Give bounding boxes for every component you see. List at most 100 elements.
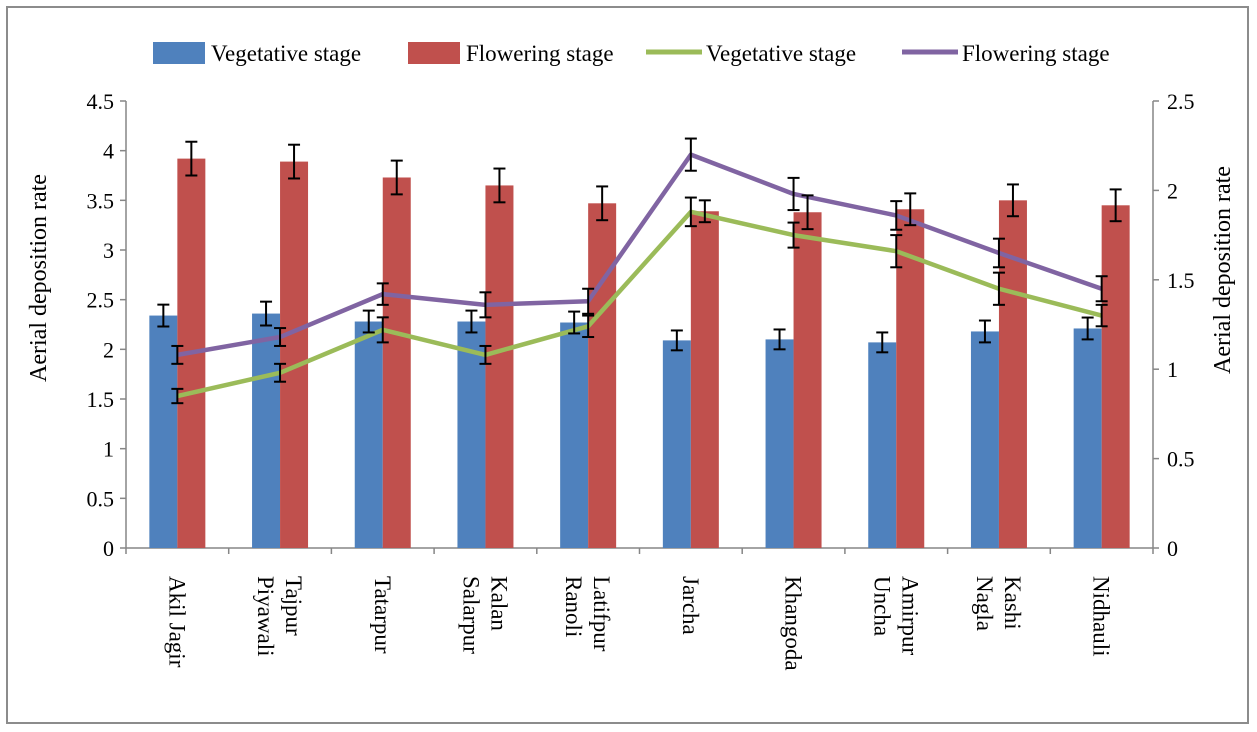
bar-vegetative: [354, 321, 383, 548]
bar-vegetative: [970, 331, 999, 548]
legend-swatch: [153, 42, 205, 64]
x-tick-label: Khangoda: [781, 576, 806, 671]
y-tick-label-left: 3.5: [87, 188, 115, 213]
bar-flowering: [280, 161, 309, 549]
error-bar: [260, 300, 273, 327]
x-tick-label-line: Akil Jagir: [164, 576, 189, 668]
error-bar: [274, 362, 287, 383]
error-bar: [904, 192, 917, 227]
error-bar: [479, 344, 492, 365]
error-bar: [493, 167, 506, 204]
y-tick-label-left: 4.5: [87, 89, 115, 114]
x-tick-label-line: Salarpur: [458, 576, 483, 654]
bar-flowering: [690, 211, 719, 548]
y-axis-label-right: Aerial deposition rate: [1210, 166, 1236, 374]
bar-flowering: [382, 177, 411, 548]
bar-vegetative: [765, 339, 794, 548]
error-bar: [376, 282, 389, 306]
error-bar: [171, 344, 184, 365]
y-tick-label-left: 1.5: [87, 387, 115, 412]
x-tick-label-line: Kashi: [1000, 576, 1025, 630]
error-bar: [787, 221, 800, 249]
error-bar: [582, 287, 595, 315]
line-vegetative: [176, 209, 1103, 399]
x-tick-label: Akil Jagir: [164, 576, 189, 668]
bar-vegetative: [1073, 328, 1102, 548]
y-tick-label-right: 0.5: [1167, 447, 1195, 472]
error-bar: [171, 387, 184, 405]
legend-label: Flowering stage: [466, 41, 614, 66]
y-tick-label-right: 1.5: [1167, 268, 1195, 293]
error-bar: [670, 329, 683, 352]
error-bar: [992, 237, 1005, 269]
x-tick-label-line: Kalan: [486, 576, 511, 631]
error-bar: [978, 319, 991, 344]
y-tick-label-right: 2: [1167, 178, 1178, 203]
legend: Vegetative stage Flowering stage Vegetativ…: [153, 41, 1110, 66]
bar-vegetative: [662, 340, 691, 548]
legend-label: Vegetative stage: [211, 41, 361, 66]
legend-label: Vegetative stage: [706, 41, 856, 66]
y-tick-label-left: 0: [103, 536, 114, 561]
error-bar: [698, 199, 711, 224]
error-bar: [582, 314, 595, 339]
error-bar: [1109, 188, 1122, 223]
x-tick-label: Ranoli Latifpur: [561, 576, 614, 652]
error-bar: [992, 271, 1005, 306]
bar-vegetative: [560, 322, 589, 548]
x-tick-label-line: Latifpur: [589, 576, 614, 652]
category-labels: Akil Jagir Piyawali Tajpur Tatarpur Salarpur…: [164, 576, 1113, 671]
bar-flowering: [793, 212, 822, 548]
x-tick-label: Salarpur Kalan: [458, 576, 511, 654]
error-bar: [596, 185, 609, 222]
error-bar: [1095, 275, 1108, 303]
x-tick-label-line: Tajpur: [281, 576, 306, 636]
x-tick-label: Nagla Kashi: [972, 576, 1025, 631]
x-tick-label-line: Amirpur: [897, 576, 922, 656]
error-bar: [684, 196, 697, 228]
error-bar: [1006, 183, 1019, 218]
line-flowering: [176, 152, 1103, 358]
error-bar: [568, 310, 581, 335]
y-tick-label-right: 0: [1167, 536, 1178, 561]
y-tick-label-left: 3: [103, 238, 114, 263]
bar-vegetative: [252, 313, 281, 548]
bar-flowering: [485, 185, 514, 548]
axes: 0 0.5 1 1.5 2 2.5 3 3.5 4 4.5 0 0.5 1 1.5 2 2.5: [87, 89, 1195, 561]
x-tick-label: Uncha Amirpur: [869, 576, 922, 656]
error-bar: [1081, 316, 1094, 341]
y-tick-label-left: 0.5: [87, 486, 115, 511]
error-bar: [288, 143, 301, 180]
legend-swatch: [408, 42, 460, 64]
error-bar: [1095, 303, 1108, 328]
error-bar: [376, 316, 389, 344]
line-series: [176, 152, 1103, 399]
x-tick-label-line: Nidhauli: [1089, 576, 1114, 657]
error-bars: [157, 137, 1122, 405]
chart-frame: Vegetative stage Flowering stage Vegetativ…: [6, 6, 1249, 724]
y-tick-label-left: 2: [103, 337, 114, 362]
bar-flowering: [588, 203, 617, 548]
x-tick-label-line: Khangoda: [781, 576, 806, 671]
error-bar: [362, 309, 375, 334]
x-tick-label-line: Nagla: [972, 576, 997, 631]
error-bar: [157, 303, 170, 328]
error-bar: [773, 328, 786, 351]
x-tick-label: Tatarpur: [370, 576, 395, 654]
bar-vegetative: [457, 321, 486, 548]
error-bar: [684, 137, 697, 172]
bar-series: [149, 158, 1130, 549]
error-bar: [465, 309, 478, 334]
x-tick-label: Piyawali Tajpur: [253, 576, 306, 657]
error-bar: [787, 176, 800, 212]
x-tick-label-line: Ranoli: [561, 576, 586, 637]
error-bar: [479, 291, 492, 319]
y-tick-label-right: 2.5: [1167, 89, 1195, 114]
chart: Vegetative stage Flowering stage Vegetativ…: [26, 41, 1236, 671]
y-tick-label-left: 1: [103, 437, 114, 462]
legend-label: Flowering stage: [962, 41, 1110, 66]
y-axis-label-left: Aerial deposition rate: [26, 174, 52, 382]
error-bar: [185, 140, 198, 177]
bar-flowering: [1101, 205, 1130, 549]
error-bar: [890, 234, 903, 269]
